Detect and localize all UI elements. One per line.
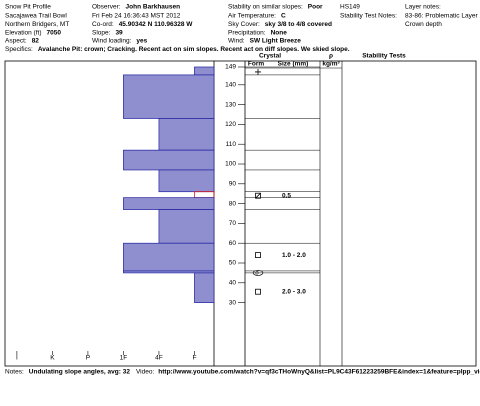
column-header: ρ [329,53,333,60]
crystal-form [255,252,261,258]
hardness-bar [194,191,215,199]
crystal-form [255,68,261,75]
header-field-label: Observer: [92,4,121,11]
y-tick-label: 70 [229,220,237,227]
y-tick-label: 110 [226,141,237,148]
header-field-label: Co-ord: [92,21,114,28]
y-tick-label: 30 [229,299,237,306]
y-tick-label: 120 [225,121,236,128]
header-field-value: Poor [308,4,323,11]
header-field-value: yes [136,38,147,45]
hardness-bar [194,66,215,76]
x-tick-label: 4F [155,355,163,362]
crystal-symbol [255,271,259,275]
specifics-label: Specifics: [5,46,33,53]
header-field-value: John Barkhausen [126,4,181,11]
header-field-value: SW Light Breeze [250,38,302,45]
header-field: Stability Test Notes: [340,13,397,20]
hardness-bar [123,149,215,171]
header-field-value: 45.90342 N 110.96328 W [119,21,194,28]
hardness-bar [123,270,215,274]
hardness-bar [123,242,215,272]
y-tick-label: 50 [229,260,237,267]
header-field-label: Air Temperature: [228,13,276,20]
header-field-label: Wind: [228,38,245,45]
y-tick-label: 40 [229,280,237,287]
header-field: Fri Feb 24 16:36:43 MST 2012 [92,13,181,20]
crystal-size: 1.0 - 2.0 [282,252,306,259]
header-field: Snow Pit Profile [5,4,51,11]
crystal-symbol [255,68,261,75]
crystal-size: 2.0 - 3.0 [282,288,306,295]
y-tick-label: 149 [225,64,236,71]
header-field: HS149 [340,4,360,11]
header-field-label: Precipitation: [228,30,266,37]
crystal-size: 0.5 [282,192,291,199]
y-tick-label: 130 [225,101,236,108]
hardness-bar [194,272,215,303]
y-tick-label: 90 [229,181,237,188]
x-tick-label: P [86,355,90,362]
header-field-label: Sky Cover: [228,21,260,28]
header-field: Layer notes: [405,4,441,11]
header-field-value: 39 [115,30,123,37]
crystal-symbol [255,288,261,295]
header-field: 83-86: Problematic Layer [405,13,478,20]
notes-label: Notes: [5,369,24,376]
column-header: kg/m³ [322,61,340,68]
hardness-bar [158,118,215,151]
header-field-label: Wind loading: [92,38,132,45]
crystal-symbol [252,270,264,276]
y-tick-label: 100 [225,161,236,168]
column-header: Size (mm) [278,61,309,68]
header-field-value: 7050 [47,30,62,37]
x-tick-label: F [192,355,196,362]
crystal-symbol [255,252,261,258]
hardness-bar [123,197,215,210]
header-field-value: 82 [32,38,40,45]
header-field-label: Elevation (ft) [5,30,42,37]
hardness-bar [158,209,215,244]
crystal-form [255,192,261,199]
y-tick-label: 60 [229,240,237,247]
x-tick-label: K [50,355,55,362]
header-field-value: None [271,30,288,37]
header-field-value: sky 3/8 to 4/8 covered [265,21,332,28]
header-field-label: Slope: [92,30,111,37]
notes-value: Undulating slope angles, avg: 32 [29,369,131,376]
y-tick-label: 80 [229,200,237,207]
header-field: Northern Bridgers, MT [5,21,69,28]
crystal-form [252,270,264,276]
hardness-bar [158,169,215,193]
header-field-label: Aspect: [5,38,27,45]
header-field-value: C [281,13,286,20]
column-header: Stability Tests [362,53,406,60]
header-field-label: Stability on similar slopes: [228,4,303,11]
video-label: Video: [136,369,155,376]
header-field: Crown depth [405,21,442,28]
y-tick-label: 140 [225,82,236,89]
frame [4,60,477,367]
hardness-bar [123,74,215,119]
x-tick-label: I [16,355,18,362]
specifics-value: Avalanche Pit: crown; Cracking. Recent a… [38,46,350,53]
column-header: Crystal [259,53,281,60]
crystal-form [255,288,261,295]
video-link: http://www.youtube.com/watch?v=qf3cTHoWn… [158,369,480,376]
x-tick-label: 1F [120,355,128,362]
crystal-symbol [255,192,261,199]
header-field: Sacajawea Trail Bowl [5,13,67,20]
column-header: Form [248,61,264,68]
crystal-symbol [255,192,261,199]
